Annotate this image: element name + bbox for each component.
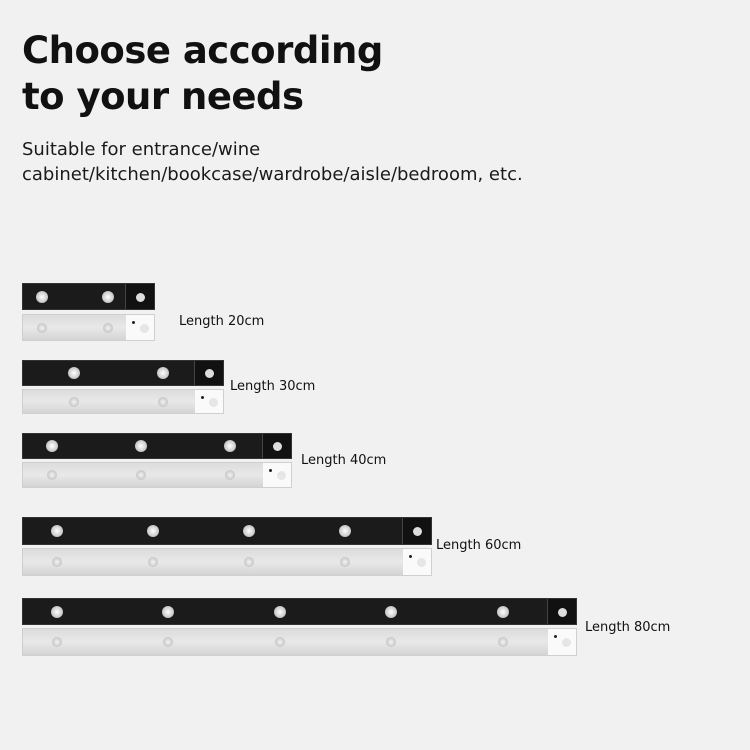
light-bar-black <box>22 517 432 545</box>
length-label: Length 40cm <box>301 453 387 468</box>
light-bar-black <box>22 360 224 386</box>
indicator-dot <box>554 635 557 638</box>
light-bar-silver <box>22 628 577 656</box>
led-icon <box>158 396 168 407</box>
led-icon <box>275 637 285 647</box>
motion-sensor-icon <box>547 599 576 624</box>
sensor-lens <box>209 397 218 407</box>
indicator-dot <box>269 469 272 472</box>
led-icon <box>274 605 286 618</box>
length-label: Length 20cm <box>179 314 265 329</box>
led-icon <box>69 396 79 407</box>
indicator-dot <box>409 555 412 558</box>
motion-sensor-icon <box>548 629 576 655</box>
subtitle: Suitable for entrance/wine cabinet/kitche… <box>22 137 523 187</box>
indicator-dot <box>201 396 204 399</box>
sensor-lens <box>136 292 145 302</box>
led-icon <box>224 440 236 452</box>
led-icon <box>51 605 63 618</box>
subtitle-line-1: Suitable for entrance/wine <box>22 139 261 160</box>
sensor-lens <box>417 558 426 567</box>
title-line-1: Choose according <box>22 29 383 72</box>
motion-sensor-icon <box>194 361 223 385</box>
length-label: Length 80cm <box>585 620 671 635</box>
led-icon <box>52 557 62 567</box>
light-bar-silver <box>22 314 155 341</box>
led-icon <box>103 322 113 333</box>
led-icon <box>385 605 397 618</box>
led-icon <box>37 322 47 333</box>
length-label: Length 30cm <box>230 379 316 394</box>
led-icon <box>386 637 396 647</box>
motion-sensor-icon <box>402 518 431 544</box>
indicator-dot <box>132 321 135 324</box>
led-icon <box>225 470 235 480</box>
led-icon <box>244 557 254 567</box>
led-icon <box>46 440 58 452</box>
led-icon <box>243 525 255 537</box>
sensor-lens <box>277 471 286 480</box>
sensor-lens <box>205 369 214 378</box>
light-bar-black <box>22 433 292 459</box>
sensor-lens <box>273 442 282 451</box>
led-icon <box>498 637 508 647</box>
light-bar-silver <box>22 389 224 414</box>
sensor-lens <box>413 527 422 536</box>
light-bar-black <box>22 283 155 310</box>
led-icon <box>162 605 174 618</box>
motion-sensor-icon <box>262 434 291 458</box>
led-icon <box>136 470 146 480</box>
led-icon <box>157 367 169 379</box>
length-label: Length 60cm <box>436 538 522 553</box>
page-title: Choose according to your needs <box>22 28 383 120</box>
led-icon <box>135 440 147 452</box>
sensor-lens <box>140 323 149 333</box>
subtitle-line-2: cabinet/kitchen/bookcase/wardrobe/aisle/… <box>22 164 523 185</box>
led-icon <box>339 525 351 537</box>
sensor-lens <box>558 607 567 617</box>
led-icon <box>147 525 159 537</box>
motion-sensor-icon <box>195 390 223 413</box>
motion-sensor-icon <box>263 463 291 487</box>
motion-sensor-icon <box>403 549 431 575</box>
title-line-2: to your needs <box>22 75 304 118</box>
light-bar-silver <box>22 548 432 576</box>
motion-sensor-icon <box>125 284 154 309</box>
light-bar-silver <box>22 462 292 488</box>
led-icon <box>340 557 350 567</box>
led-icon <box>36 290 48 303</box>
light-bar-black <box>22 598 577 625</box>
led-icon <box>497 605 509 618</box>
led-icon <box>51 525 63 537</box>
motion-sensor-icon <box>126 315 154 340</box>
led-icon <box>52 637 62 647</box>
led-icon <box>47 470 57 480</box>
led-icon <box>68 367 80 379</box>
led-icon <box>163 637 173 647</box>
sensor-lens <box>562 638 571 647</box>
led-icon <box>148 557 158 567</box>
led-icon <box>102 290 114 303</box>
